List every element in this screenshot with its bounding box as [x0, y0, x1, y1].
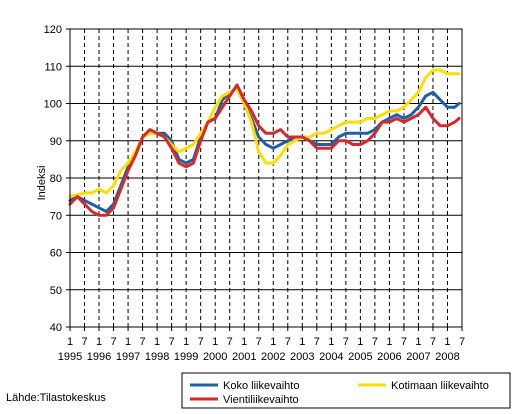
x-tick-label: 7 [314, 336, 320, 348]
x-tick-label: 1 [241, 336, 247, 348]
x-tick-label: 7 [110, 336, 116, 348]
y-tick-label: 50 [50, 285, 62, 297]
y-tick-label: 120 [44, 24, 62, 36]
x-year-label: 2008 [435, 351, 459, 363]
legend-box [181, 372, 511, 409]
x-tick-label: 1 [415, 336, 421, 348]
x-tick-label: 7 [401, 336, 407, 348]
y-tick-label: 110 [44, 61, 62, 73]
legend-label-vientiliikevaihto: Vientiliikevaihto [223, 394, 299, 406]
y-tick-label: 90 [50, 136, 62, 148]
x-tick-label: 7 [372, 336, 378, 348]
x-year-label: 2001 [232, 351, 256, 363]
x-year-label: 2002 [261, 351, 285, 363]
x-tick-label: 1 [212, 336, 218, 348]
x-year-label: 1996 [87, 351, 111, 363]
x-tick-label: 7 [169, 336, 175, 348]
y-tick-label: 60 [50, 248, 62, 260]
y-axis-ticks: 40 50 60 70 80 90 100 110 120 [44, 24, 70, 334]
x-year-label: 2005 [348, 351, 372, 363]
source-label: Lähde:Tilastokeskus [6, 392, 106, 404]
y-tick-label: 80 [50, 173, 62, 185]
series-line-vientiliikevaihto [68, 83, 461, 217]
y-tick-label: 40 [50, 322, 62, 334]
x-tick-label: 1 [270, 336, 276, 348]
x-year-label: 2000 [203, 351, 227, 363]
x-tick-label: 1 [328, 336, 334, 348]
legend: Koko liikevaihto Kotimaan liikevaihto Vien… [181, 372, 511, 409]
x-year-label: 1998 [145, 351, 169, 363]
x-year-label: 1999 [174, 351, 198, 363]
legend-label-koko-liikevaihto: Koko liikevaihto [223, 380, 299, 392]
x-tick-label: 7 [198, 336, 204, 348]
x-year-label: 2004 [319, 351, 343, 363]
legend-label-kotimaan-liikevaihto: Kotimaan liikevaihto [391, 380, 489, 392]
x-tick-label: 1 [386, 336, 392, 348]
x-tick-label: 7 [285, 336, 291, 348]
x-tick-label: 1 [67, 336, 73, 348]
x-year-label: 2003 [290, 351, 314, 363]
x-tick-label: 1 [299, 336, 305, 348]
x-year-label: 1997 [116, 351, 140, 363]
y-axis-title: Indeksi [36, 166, 48, 201]
x-year-label: 1995 [58, 351, 82, 363]
x-tick-label: 7 [430, 336, 436, 348]
x-tick-label: 1 [154, 336, 160, 348]
grid [70, 28, 463, 328]
x-tick-label: 7 [140, 336, 146, 348]
series-lines [68, 68, 461, 217]
x-tick-label: 7 [459, 336, 465, 348]
x-tick-label: 1 [183, 336, 189, 348]
x-tick-label: 7 [81, 336, 87, 348]
x-year-label: 2006 [377, 351, 401, 363]
x-tick-label: 7 [343, 336, 349, 348]
y-tick-label: 70 [50, 210, 62, 222]
x-tick-label: 1 [125, 336, 131, 348]
x-tick-label: 7 [256, 336, 262, 348]
y-tick-label: 100 [44, 99, 62, 111]
x-year-label: 2007 [406, 351, 430, 363]
x-tick-label: 1 [96, 336, 102, 348]
x-tick-label: 7 [227, 336, 233, 348]
x-tick-label: 1 [357, 336, 363, 348]
x-tick-label: 1 [444, 336, 450, 348]
